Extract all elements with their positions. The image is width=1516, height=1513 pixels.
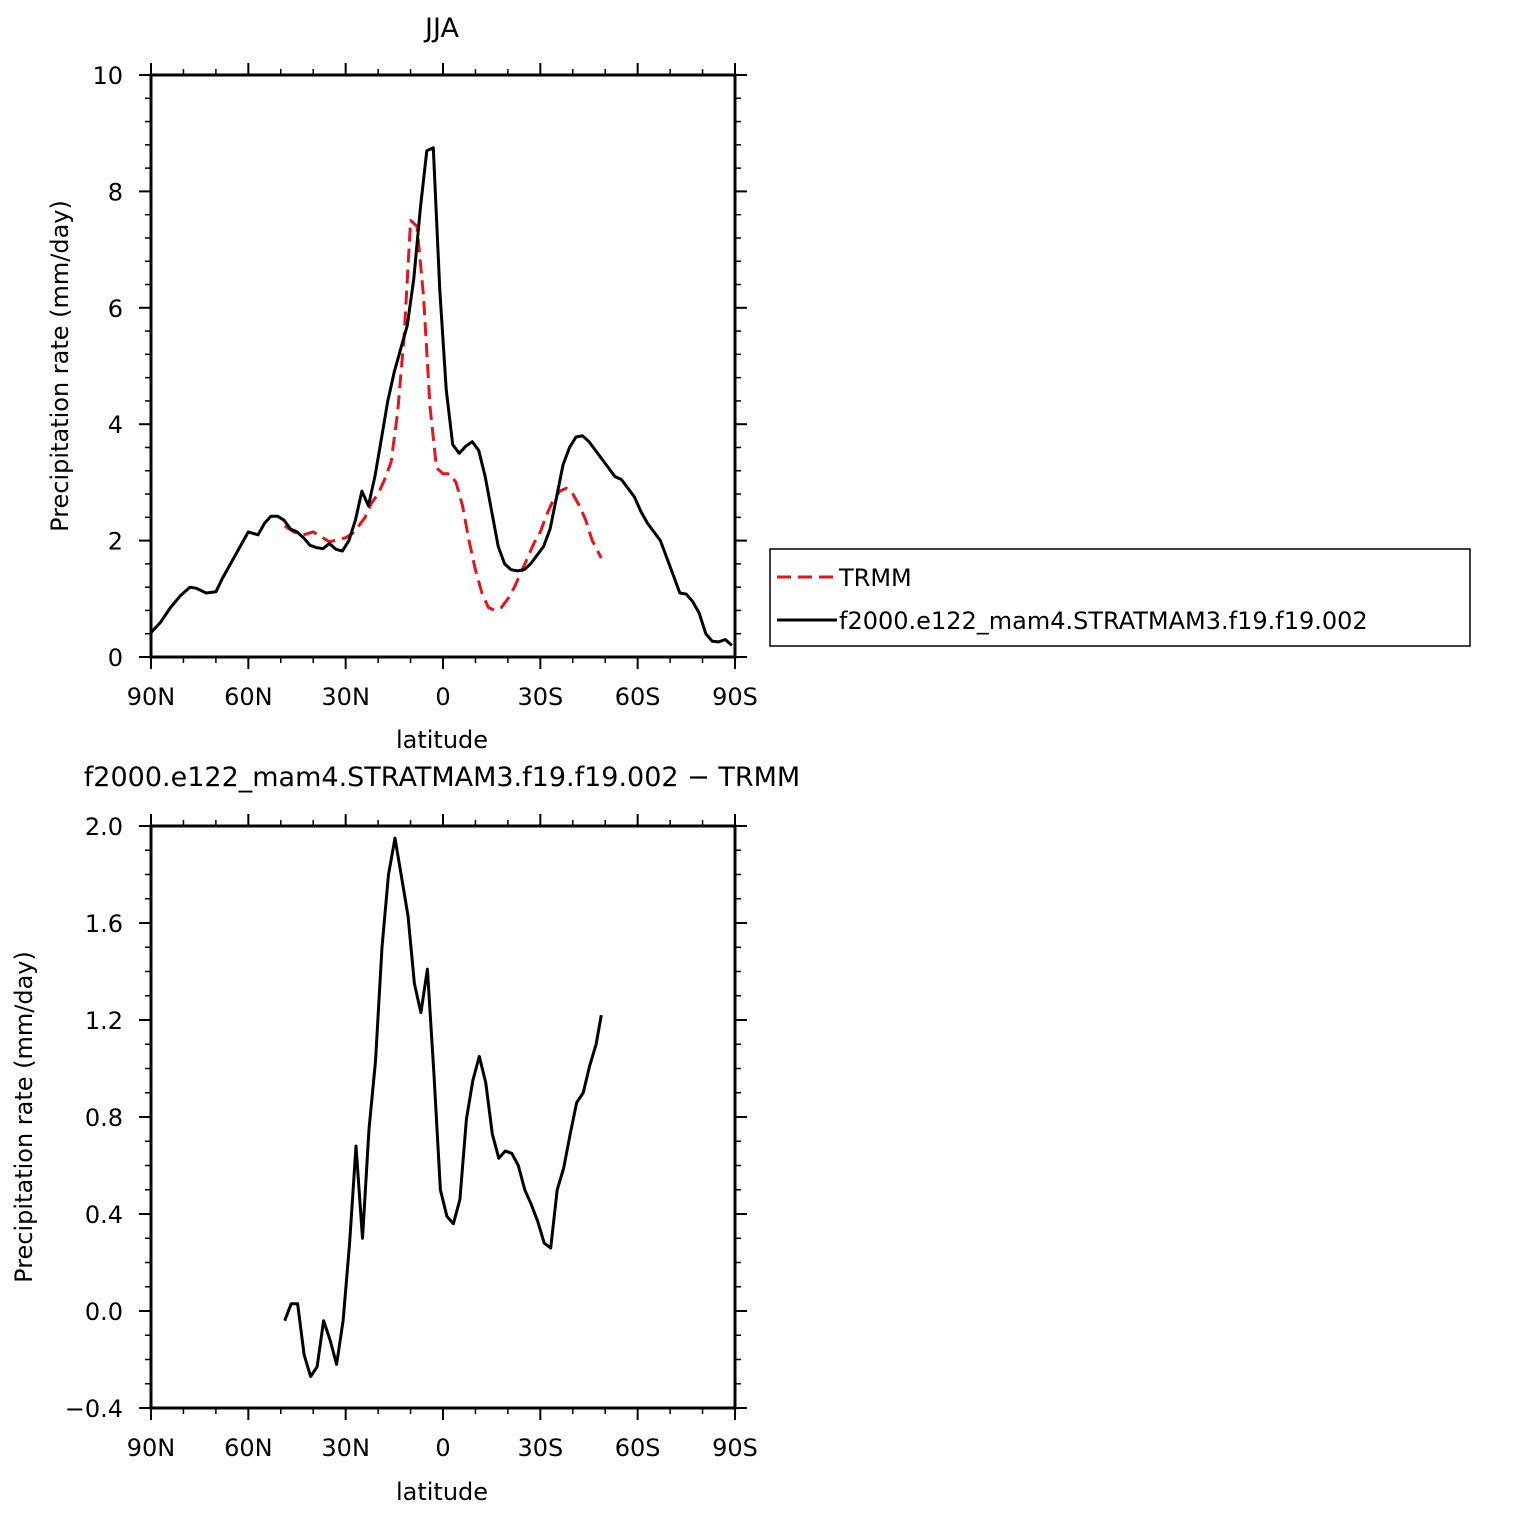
top-xtick-label: 90S	[712, 683, 758, 711]
bottom-panel-title: f2000.e122_mam4.STRATMAM3.f19.f19.002 − …	[84, 762, 800, 793]
bottom-xtick-label: 30S	[517, 1434, 563, 1462]
bottom-y-axis-label: Precipitation rate (mm/day)	[10, 951, 38, 1283]
legend-frame	[769, 548, 1471, 647]
bottom-ytick-label: 1.6	[85, 910, 123, 938]
top-series	[149, 146, 733, 647]
top-y-axis-label: Precipitation rate (mm/day)	[46, 200, 74, 532]
bottom-ytick-label: 0.0	[85, 1298, 123, 1326]
legend-label-model: f2000.e122_mam4.STRATMAM3.f19.f19.002	[839, 607, 1368, 635]
bottom-xtick-label: 0	[435, 1434, 450, 1462]
bottom-panel: f2000.e122_mam4.STRATMAM3.f19.f19.002 − …	[10, 762, 800, 1506]
bottom-ytick-label: 1.2	[85, 1007, 123, 1035]
bottom-ytick-label: 0.8	[85, 1104, 123, 1132]
top-xtick-label: 90N	[127, 683, 176, 711]
top-series-line-trmm	[283, 219, 603, 612]
top-axes: 90N 60N 30N 0 30S 60S 90S 0 2 4 6 8 10	[92, 62, 757, 711]
top-x-axis-label: latitude	[396, 726, 488, 754]
top-plot-frame	[149, 73, 737, 659]
top-xtick-label: 60S	[615, 683, 661, 711]
top-xtick-label: 60N	[224, 683, 273, 711]
top-ytick-label: 8	[108, 178, 123, 206]
bottom-x-axis-label: latitude	[396, 1478, 488, 1506]
top-ytick-label: 4	[108, 411, 123, 439]
top-series-line-f2000-e122-mam4-stratmam3-f19-f19-002	[149, 146, 733, 647]
bottom-xtick-label: 30N	[321, 1434, 370, 1462]
bottom-xtick-label: 90S	[712, 1434, 758, 1462]
bottom-ytick-label: −0.4	[65, 1395, 123, 1423]
bottom-plot-frame	[149, 824, 737, 1410]
top-ytick-label: 2	[108, 528, 123, 556]
bottom-axes: 90N 60N 30N 0 30S 60S 90S −0.4 0.0 0.4 0.8 1.2 1.6 2.…	[65, 813, 758, 1462]
top-xtick-label: 30S	[517, 683, 563, 711]
legend-label-trmm: TRMM	[838, 564, 912, 592]
top-xtick-label: 30N	[321, 683, 370, 711]
legend: TRMM f2000.e122_mam4.STRATMAM3.f19.f19.0…	[769, 548, 1471, 647]
bottom-series	[283, 836, 603, 1378]
bottom-series-line-difference	[283, 836, 603, 1378]
bottom-ytick-label: 2.0	[85, 813, 123, 841]
top-panel-title: JJA	[423, 13, 459, 44]
top-ytick-label: 0	[108, 644, 123, 672]
bottom-xtick-label: 60S	[615, 1434, 661, 1462]
bottom-xtick-label: 90N	[127, 1434, 176, 1462]
top-ytick-label: 10	[92, 62, 123, 90]
bottom-xtick-label: 60N	[224, 1434, 273, 1462]
top-ytick-label: 6	[108, 295, 123, 323]
top-xtick-label: 0	[435, 683, 450, 711]
bottom-ytick-label: 0.4	[85, 1201, 123, 1229]
